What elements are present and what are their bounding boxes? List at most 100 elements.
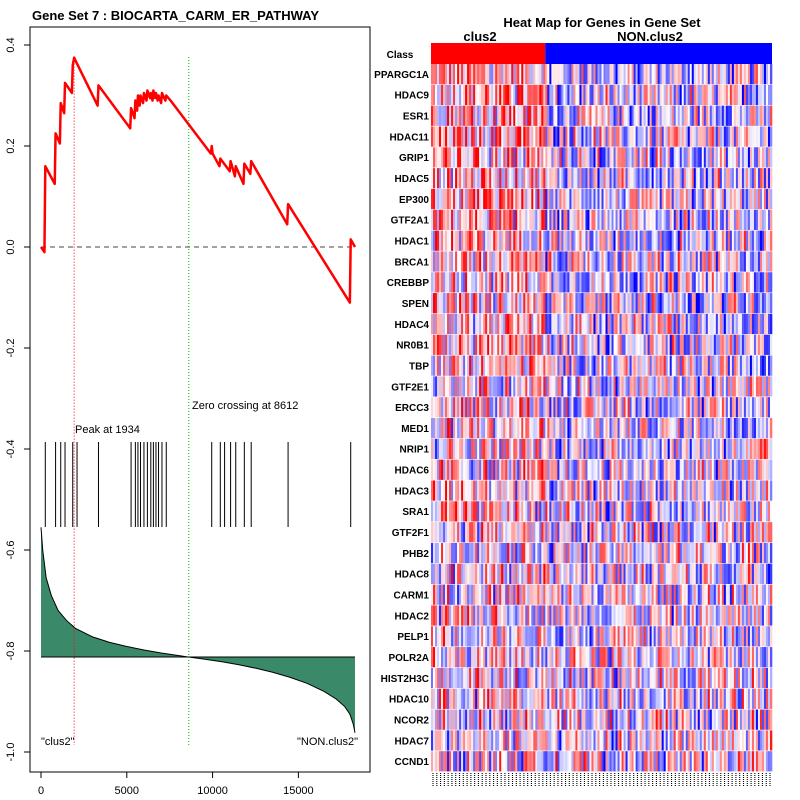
heatmap-cell <box>701 418 705 439</box>
heatmap-cell <box>657 459 660 480</box>
heatmap-cell <box>541 334 544 355</box>
heatmap-cell <box>669 376 673 397</box>
heatmap-cell <box>723 459 727 480</box>
heatmap-cell <box>663 376 666 397</box>
heatmap-cell <box>461 168 464 189</box>
heatmap-cell <box>639 147 642 168</box>
heatmap-cell <box>635 480 638 501</box>
heatmap-cell <box>697 230 701 251</box>
heatmap-cell <box>673 522 677 543</box>
heatmap-cell <box>629 459 632 480</box>
heatmap-cell <box>585 209 588 230</box>
heatmap-cell <box>717 147 721 168</box>
heatmap-cell <box>677 84 681 106</box>
heatmap-cell <box>463 251 466 272</box>
heatmap-cell <box>497 126 500 147</box>
heatmap-cell <box>767 438 771 460</box>
heatmap-cell <box>655 272 658 293</box>
heatmap-cell <box>581 188 584 210</box>
heatmap-cell <box>769 84 773 106</box>
heatmap-cell <box>487 251 490 272</box>
heatmap-cell <box>727 626 731 647</box>
heatmap-cell <box>693 293 697 314</box>
heatmap-cell <box>521 626 524 647</box>
heatmap-cell <box>553 542 556 564</box>
heatmap-cell <box>659 418 662 439</box>
heatmap-cell <box>663 605 666 626</box>
heatmap-cell <box>513 376 516 397</box>
heatmap-cell <box>699 334 703 355</box>
heatmap-cell <box>631 459 634 480</box>
heatmap-cell <box>673 126 677 147</box>
heatmap-cell <box>567 334 570 355</box>
heatmap-cell <box>513 584 516 605</box>
heatmap-cell <box>433 251 436 272</box>
heatmap-cell <box>549 64 552 85</box>
heatmap-cell <box>619 438 622 460</box>
heatmap-cell <box>547 626 550 647</box>
heatmap-cell <box>577 272 580 293</box>
heatmap-cell <box>727 605 731 626</box>
heatmap-cell <box>635 84 638 106</box>
heatmap-cell <box>665 105 668 126</box>
heatmap-cell <box>539 542 542 564</box>
heatmap-cell <box>713 230 717 251</box>
heatmap-cell <box>479 626 482 647</box>
heatmap-cell <box>583 522 586 543</box>
heatmap-cell <box>731 313 735 335</box>
heatmap-cell <box>455 647 458 668</box>
heatmap-cell <box>511 459 514 480</box>
heatmap-cell <box>717 459 721 480</box>
heatmap-cell <box>649 126 652 147</box>
heatmap-cell <box>553 355 556 376</box>
heatmap-cell <box>489 522 492 543</box>
heatmap-cell <box>503 230 506 251</box>
heatmap-cell <box>633 209 636 230</box>
heatmap-cell <box>679 209 683 230</box>
heatmap-cell <box>501 397 504 418</box>
heatmap-cell <box>447 168 450 189</box>
heatmap-cell <box>741 64 745 85</box>
heatmap-cell <box>653 626 656 647</box>
heatmap-cell <box>715 147 719 168</box>
heatmap-cell <box>725 501 729 522</box>
heatmap-cell <box>545 293 548 314</box>
heatmap-cell <box>463 313 466 335</box>
heatmap-cell <box>607 147 610 168</box>
heatmap-cell <box>623 168 626 189</box>
heatmap-cell <box>573 230 576 251</box>
heatmap-cell <box>431 376 434 397</box>
heatmap-cell <box>443 459 446 480</box>
heatmap-cell <box>643 147 646 168</box>
heatmap-cell <box>469 605 472 626</box>
heatmap-cell <box>709 418 713 439</box>
heatmap-cell <box>675 293 679 314</box>
heatmap-cell <box>573 251 576 272</box>
heatmap-cell <box>577 230 580 251</box>
heatmap-cell <box>555 105 558 126</box>
heatmap-cell <box>691 459 695 480</box>
heatmap-cell <box>653 293 656 314</box>
heatmap-cell <box>715 626 719 647</box>
heatmap-cell <box>715 313 719 335</box>
heatmap-cell <box>669 188 673 210</box>
heatmap-cell <box>477 542 480 564</box>
heatmap-cell <box>601 480 604 501</box>
heatmap-cell <box>609 501 612 522</box>
heatmap-cell <box>675 313 679 335</box>
heatmap-cell <box>547 584 550 605</box>
heatmap-cell <box>481 542 484 564</box>
heatmap-cell <box>497 647 500 668</box>
heatmap-cell <box>719 542 723 564</box>
heatmap-cell <box>669 313 673 335</box>
heatmap-cell <box>597 64 600 85</box>
heatmap-cell <box>703 501 707 522</box>
heatmap-cell <box>653 84 656 106</box>
heatmap-cell <box>483 334 486 355</box>
heatmap-cell <box>611 334 614 355</box>
heatmap-cell <box>483 293 486 314</box>
heatmap-cell <box>445 230 448 251</box>
heatmap-cell <box>735 563 739 584</box>
heatmap-cell <box>441 209 444 230</box>
heatmap-cell <box>457 626 460 647</box>
